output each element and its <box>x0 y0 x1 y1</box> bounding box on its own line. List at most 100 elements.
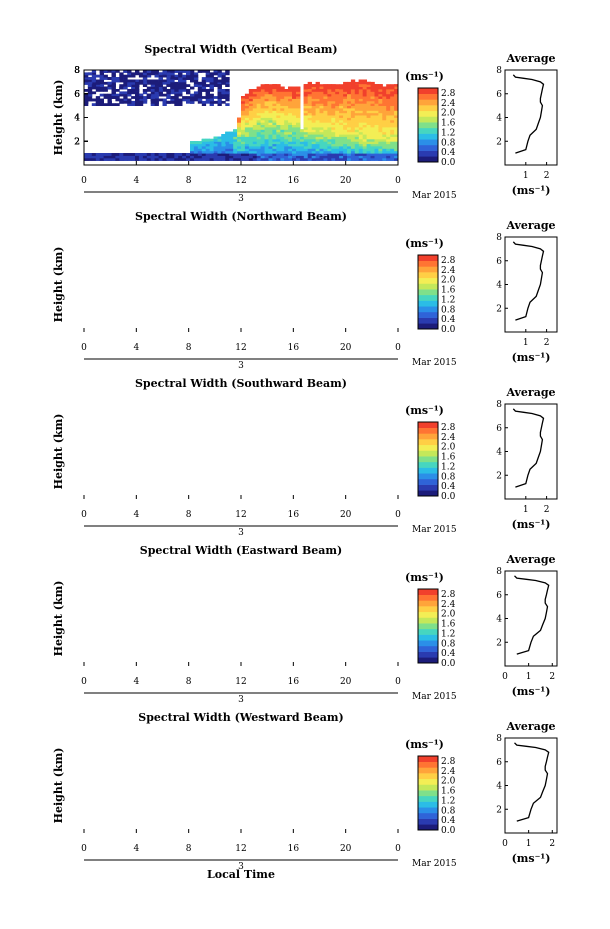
heatmap-cell <box>193 98 199 102</box>
profile-x-label: (ms⁻¹) <box>512 518 551 531</box>
heatmap-cell <box>135 91 140 95</box>
colorbar-frame <box>417 421 439 497</box>
colorbar-swatch <box>418 255 438 261</box>
heatmap-cell <box>197 93 203 97</box>
heatmap-cell <box>111 89 116 92</box>
heatmap-cell <box>174 70 179 73</box>
heatmap-cell <box>99 79 104 83</box>
heatmap-cell <box>217 91 222 95</box>
heatmap-cell <box>103 81 108 85</box>
heatmap-cell <box>174 77 179 80</box>
date-day-label: 3 <box>238 361 244 371</box>
heatmap-cell <box>95 89 101 92</box>
colorbar-tick-label: 2.0 <box>441 443 456 453</box>
heatmap-cell <box>115 89 120 92</box>
heatmap-cell <box>91 74 97 78</box>
heatmap-cell <box>91 81 97 85</box>
heatmap-cell <box>107 103 112 106</box>
colorbar-swatch <box>418 88 438 94</box>
colorbar-swatch <box>418 456 438 463</box>
x-tick-label: 16 <box>288 343 300 353</box>
heatmap-cell <box>150 93 155 97</box>
heatmap-cell <box>186 91 191 95</box>
heatmap-cell <box>142 70 148 73</box>
y-tick-label: 2 <box>74 137 80 147</box>
colorbar-swatch <box>418 444 438 451</box>
heatmap-cell <box>158 74 163 78</box>
colorbar-swatch <box>418 150 438 157</box>
heatmap-cell <box>213 84 218 87</box>
colorbar-swatch <box>418 467 438 474</box>
heatmap-cell <box>107 70 112 73</box>
heatmap-cell <box>84 81 89 85</box>
heatmap-cell <box>174 100 179 104</box>
colorbar-swatch <box>418 139 438 146</box>
profile-frame <box>504 403 558 500</box>
heatmap-cell <box>123 74 128 78</box>
heatmap-cell <box>115 103 120 106</box>
heatmap-cell <box>158 89 163 92</box>
heatmap-cell <box>205 89 210 92</box>
profile-x-label: (ms⁻¹) <box>512 184 551 197</box>
colorbar-swatch <box>418 260 438 267</box>
heatmap-cell <box>150 70 155 73</box>
heatmap-cell <box>142 96 148 99</box>
heatmap-cell <box>197 89 203 92</box>
colorbar-unit: (ms⁻¹) <box>405 237 444 250</box>
heatmap-cell <box>178 70 183 73</box>
colorbar-swatch <box>418 439 438 446</box>
heatmap-cell <box>193 91 199 95</box>
heatmap-cell <box>99 81 104 85</box>
heatmap-cell <box>87 91 93 95</box>
heatmap-cell <box>182 84 187 87</box>
heatmap-cell <box>111 93 116 97</box>
heatmap-cell <box>150 91 155 95</box>
colorbar-tick-label: 1.2 <box>441 295 455 305</box>
date-month-label: Mar 2015 <box>412 191 457 201</box>
heatmap-cell <box>150 84 155 87</box>
date-day-label: 3 <box>238 194 244 204</box>
heatmap-cell <box>84 103 89 106</box>
heatmap-cell <box>115 98 120 102</box>
heatmap-cell <box>174 103 179 106</box>
profile-y-tick-label: 2 <box>496 304 502 314</box>
heatmap-cell <box>99 86 104 90</box>
heatmap-cell <box>131 96 136 99</box>
heatmap-cell <box>394 86 399 90</box>
heatmap-cell <box>84 74 89 78</box>
colorbar-swatch <box>418 277 438 284</box>
heatmap-cell <box>150 98 155 102</box>
heatmap-cell <box>170 77 175 80</box>
heatmap-cell <box>119 72 124 76</box>
heatmap-cell <box>123 96 128 99</box>
heatmap-cell <box>190 96 195 99</box>
heatmap-cell <box>111 103 116 106</box>
heatmap-cell <box>221 72 226 76</box>
heatmap-cell <box>166 70 171 73</box>
heatmap-cell <box>315 84 320 87</box>
heatmap-cell <box>213 70 218 73</box>
y-axis-label: Height (km) <box>52 247 65 323</box>
colorbar-tick-label: 2.8 <box>441 256 456 266</box>
x-tick-label: 16 <box>288 176 300 186</box>
heatmap-cell <box>142 89 148 92</box>
profile-x-tick-label: 1 <box>523 171 529 181</box>
heatmap-cell <box>362 81 367 85</box>
heatmap-cell <box>158 91 163 95</box>
colorbar-swatch <box>418 272 438 279</box>
heatmap-cell <box>87 84 93 87</box>
heatmap-cell <box>358 81 364 85</box>
profile-y-tick-label: 4 <box>496 281 502 291</box>
colorbar: (ms⁻¹)0.00.40.81.21.62.02.42.8 <box>405 237 456 335</box>
heatmap-cell <box>138 98 144 102</box>
profile-y-tick-label: 2 <box>496 137 502 147</box>
heatmap-cell <box>248 91 254 95</box>
colorbar-swatch <box>418 473 438 480</box>
heatmap-cell <box>178 89 183 92</box>
x-tick-label: 8 <box>186 343 192 353</box>
colorbar-tick-label: 0.4 <box>441 315 456 325</box>
heatmap-cell <box>217 98 222 102</box>
colorbar-tick-label: 2.4 <box>441 433 456 443</box>
heatmap-cell <box>99 72 104 76</box>
heatmap-cell <box>178 98 183 102</box>
